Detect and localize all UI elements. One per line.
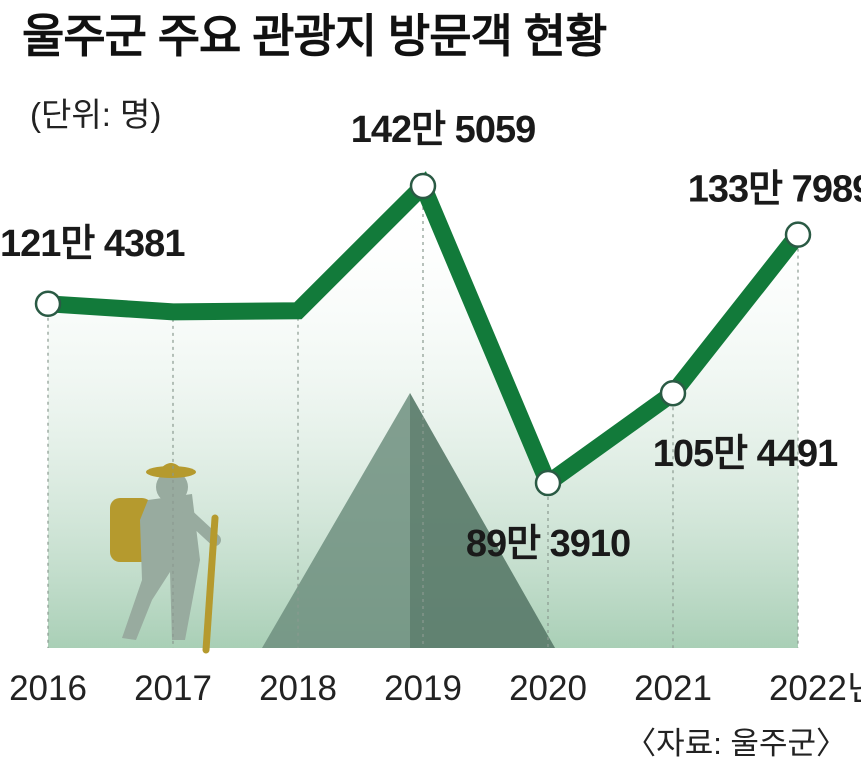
x-tick-label-2020: 2020 bbox=[509, 669, 587, 708]
x-tick-label-2021: 2021 bbox=[634, 669, 712, 708]
point-marker-2016 bbox=[34, 290, 62, 318]
data-label-2021: 105만 4491 bbox=[653, 433, 838, 475]
mountain-shadow bbox=[410, 393, 555, 648]
unit-label: (단위: 명) bbox=[30, 96, 162, 133]
source-note: 〈자료: 울주군〉 bbox=[625, 726, 847, 761]
x-tick-label-2016: 2016 bbox=[9, 669, 87, 708]
data-label-2020: 89만 3910 bbox=[466, 523, 630, 565]
data-label-2019: 142만 5059 bbox=[351, 109, 535, 151]
chart-title: 울주군 주요 관광지 방문객 현황 bbox=[22, 10, 607, 62]
x-tick-label-2022: 2022년 bbox=[769, 669, 861, 708]
point-marker-2021 bbox=[659, 379, 687, 407]
x-tick-label-2018: 2018 bbox=[259, 669, 337, 708]
data-label-2016: 121만 4381 bbox=[0, 223, 185, 265]
x-tick-label-2019: 2019 bbox=[384, 669, 462, 708]
point-marker-2022 bbox=[784, 221, 812, 248]
hiker-illustration bbox=[110, 463, 221, 654]
point-marker-2020 bbox=[534, 469, 562, 497]
point-marker-2019 bbox=[409, 172, 437, 200]
x-tick-label-2017: 2017 bbox=[134, 669, 212, 708]
data-label-2022: 133만 7989 bbox=[688, 169, 861, 211]
